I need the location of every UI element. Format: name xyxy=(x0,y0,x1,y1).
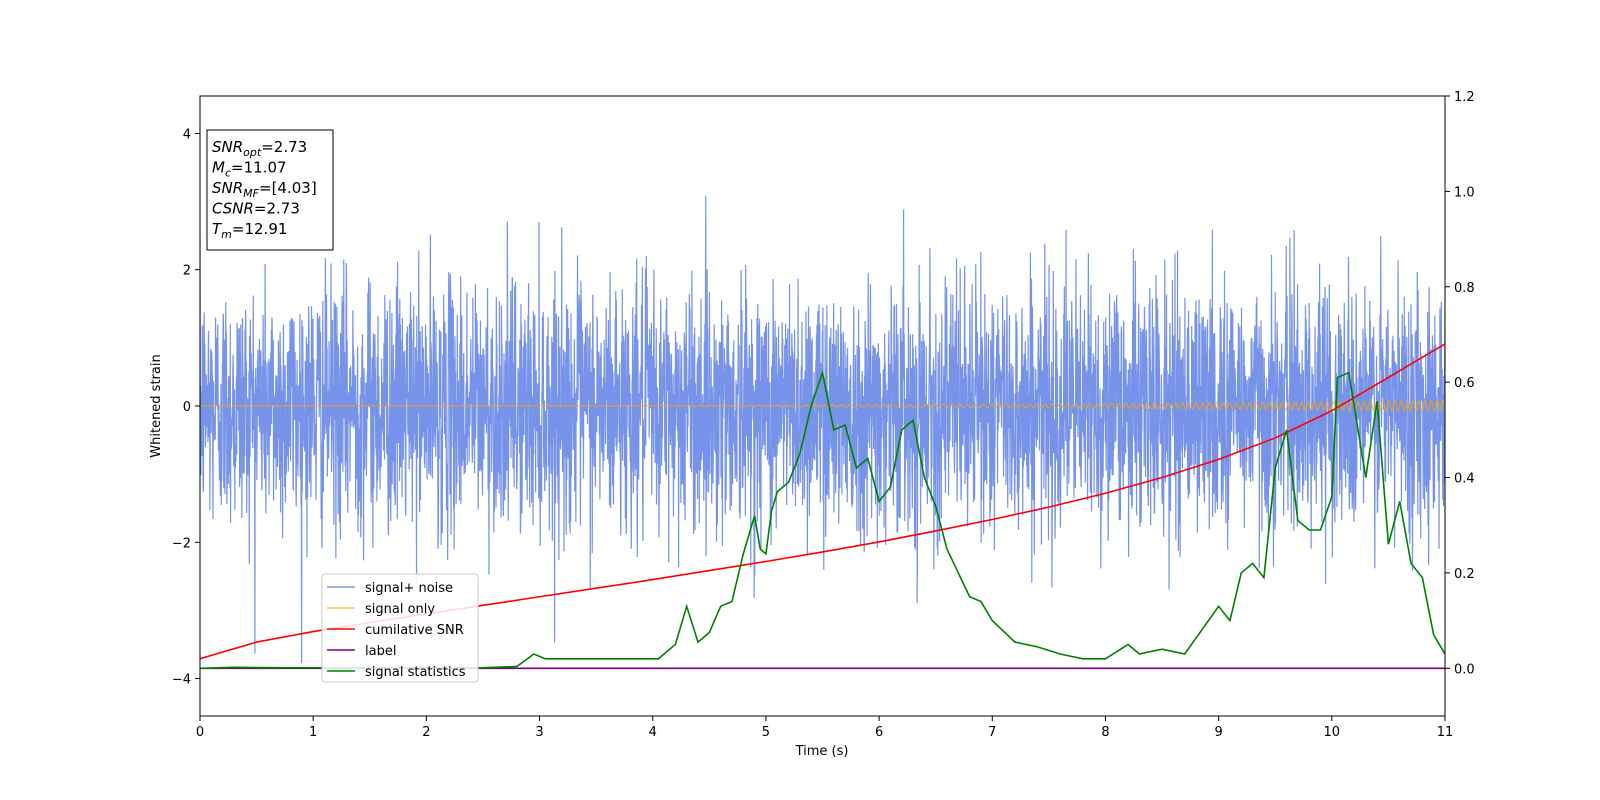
y-tick-label: −2 xyxy=(172,536,191,551)
x-tick-label: 2 xyxy=(422,725,430,740)
legend-entry: signal only xyxy=(365,602,435,617)
info-line: Tm=12.91 xyxy=(212,220,287,241)
info-line: SNRMF=[4.03] xyxy=(212,179,317,200)
info-line-name: T xyxy=(212,220,223,238)
info-box: SNRopt=2.73Mc=11.07SNRMF=[4.03]CSNR=2.73… xyxy=(206,129,334,251)
series-line-signal-noise xyxy=(200,195,1445,664)
y-right-tick-label: 0.6 xyxy=(1454,376,1475,391)
y-right-tick-label: 1.0 xyxy=(1454,185,1475,200)
y-tick-label: 4 xyxy=(183,127,191,142)
info-line-subscript: opt xyxy=(243,146,262,159)
legend: signal+ noise signal only cumilative SNR la… xyxy=(321,573,479,683)
y-right-tick-label: 1.2 xyxy=(1454,90,1475,105)
info-box-frame xyxy=(206,129,334,251)
info-line-subscript: m xyxy=(221,228,232,241)
x-tick-label: 1 xyxy=(309,725,317,740)
series-line-signal-only xyxy=(200,399,1445,413)
x-tick-label: 8 xyxy=(1101,725,1109,740)
info-line-name: SNR xyxy=(212,179,243,197)
info-line-subscript: MF xyxy=(243,187,259,200)
x-tick-label: 0 xyxy=(196,725,204,740)
x-tick-label: 6 xyxy=(875,725,883,740)
info-line-value: =2.73 xyxy=(254,200,300,218)
info-line-value: =11.07 xyxy=(231,159,287,177)
y-tick-label: 2 xyxy=(183,264,191,279)
x-tick-label: 11 xyxy=(1437,725,1454,740)
info-line: Mc=11.07 xyxy=(212,159,287,180)
info-line-name: M xyxy=(212,159,225,177)
info-line-subscript: c xyxy=(225,167,231,180)
info-line: SNRopt=2.73 xyxy=(212,138,307,159)
info-line-value: =2.73 xyxy=(261,138,307,156)
x-tick-label: 3 xyxy=(535,725,543,740)
x-tick-label: 7 xyxy=(988,725,996,740)
info-line: CSNR=2.73 xyxy=(212,200,300,218)
y-axis-label: Whitened strain xyxy=(149,354,164,457)
x-tick-label: 4 xyxy=(649,725,657,740)
info-line-value: =[4.03] xyxy=(259,179,317,197)
info-line-value: =12.91 xyxy=(232,220,288,238)
info-line-name: SNR xyxy=(212,138,243,156)
x-tick-label: 10 xyxy=(1324,725,1341,740)
legend-entry: label xyxy=(365,644,396,659)
y-tick-label: −4 xyxy=(172,673,191,688)
legend-entry: cumilative SNR xyxy=(365,623,464,638)
y-right-tick-label: 0.4 xyxy=(1454,472,1475,487)
series-line-signal-statistics xyxy=(200,369,1445,670)
legend-entry: signal statistics xyxy=(365,665,466,680)
legend-entry: signal+ noise xyxy=(365,581,453,596)
x-axis-label: Time (s) xyxy=(795,744,849,759)
axes-layer: 0 1 2 3 4 5 6 7 8 9 10 11 −4 −2 0 2 4 0.0 0.2 0.4 0.6 0.8 1.0 1… xyxy=(172,90,1475,740)
y-right-tick-label: 0.2 xyxy=(1454,567,1475,582)
info-line-name: CSNR xyxy=(212,200,254,218)
y-right-tick-label: 0.8 xyxy=(1454,281,1475,296)
x-tick-label: 9 xyxy=(1214,725,1222,740)
y-tick-label: 0 xyxy=(183,400,191,415)
x-tick-label: 5 xyxy=(762,725,770,740)
y-right-tick-label: 0.0 xyxy=(1454,662,1475,677)
legend-frame xyxy=(321,573,479,683)
